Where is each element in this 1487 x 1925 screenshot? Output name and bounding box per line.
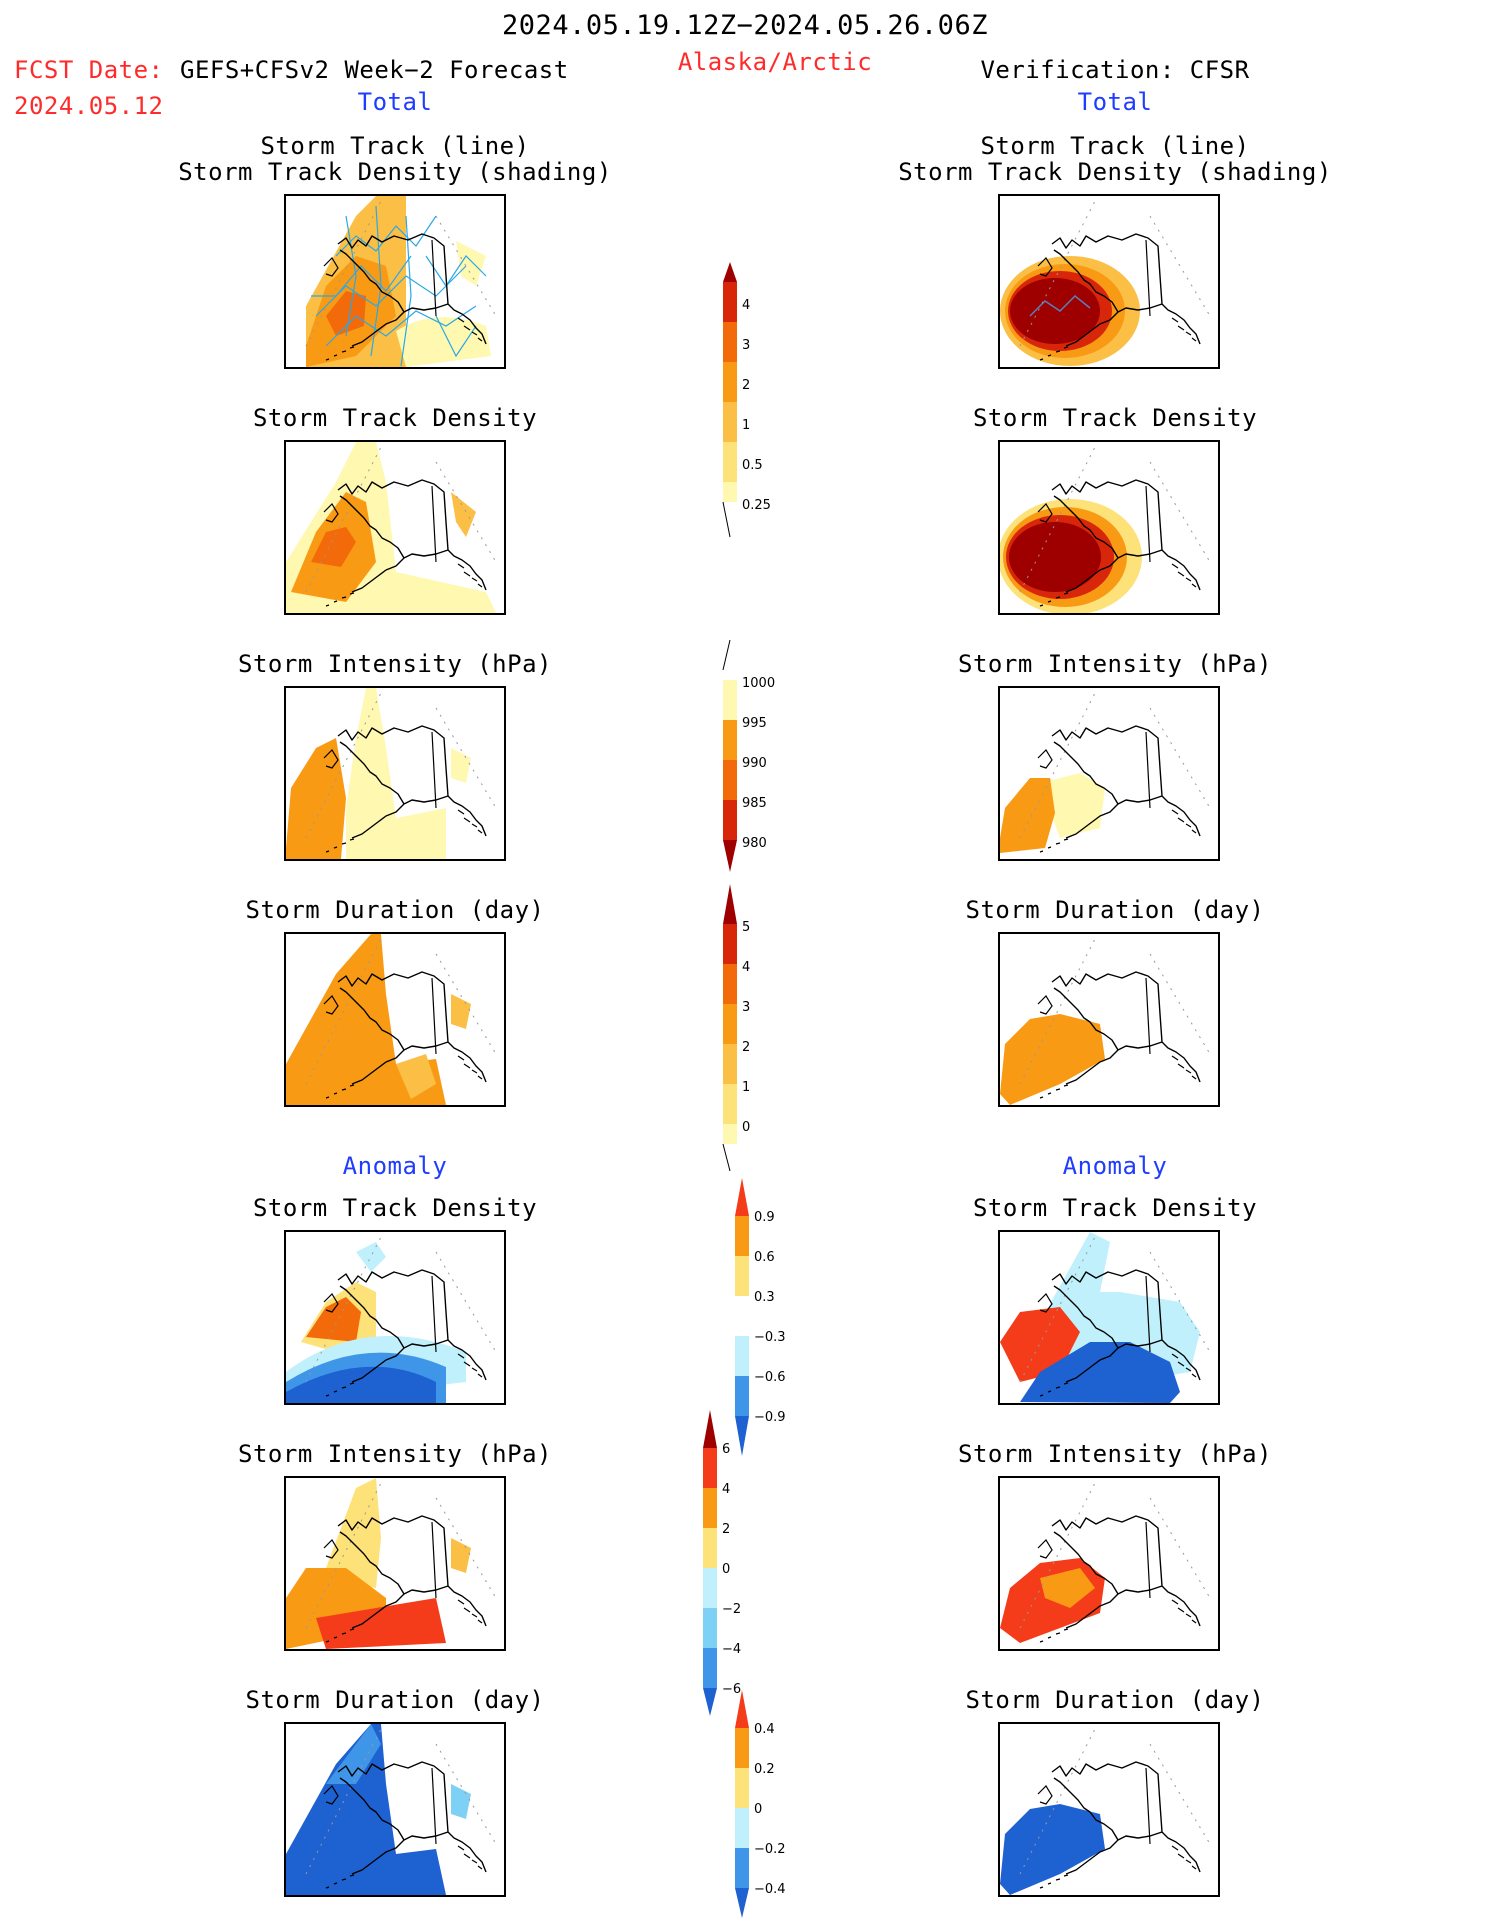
map-anom-density-verification [998, 1230, 1220, 1405]
title-duration-right: Storm Duration (day) [965, 896, 1265, 924]
cbar-label: 990 [742, 756, 767, 771]
map-track-line-forecast [284, 194, 506, 369]
cbar-label: 5 [742, 920, 750, 935]
title-intensity-left: Storm Intensity (hPa) [238, 650, 552, 678]
cbar-label: 3 [742, 1000, 750, 1015]
colorbar-duration-total: 5 4 3 2 1 0 [722, 884, 750, 1172]
cbar-label: 4 [742, 298, 750, 313]
cbar-label: 985 [742, 796, 767, 811]
cbar-label: 0.25 [742, 498, 771, 513]
section-anomaly-right: Anomaly [1062, 1152, 1168, 1180]
cbar-label: 0.2 [754, 1762, 775, 1777]
cbar-label: −4 [722, 1642, 741, 1657]
date-range-title: 2024.05.19.12Z−2024.05.26.06Z [502, 10, 988, 41]
cbar-label: −0.2 [754, 1842, 786, 1857]
map-anom-duration-forecast [284, 1722, 506, 1897]
fcst-label: FCST Date: [14, 56, 164, 84]
cbar-label: −0.6 [754, 1370, 786, 1385]
cbar-label: 2 [742, 1040, 750, 1055]
cbar-label: 0.6 [754, 1250, 775, 1265]
colorbar-density-anomaly: 0.9 0.6 0.3 −0.3 −0.6 −0.9 [735, 1178, 786, 1456]
map-intensity-verification [998, 686, 1220, 861]
cbar-label: 0 [742, 1120, 750, 1135]
cbar-label: 0.4 [754, 1722, 775, 1737]
section-anomaly-left: Anomaly [342, 1152, 448, 1180]
colorbar-intensity-total: 1000 995 990 985 980 [722, 640, 775, 872]
map-density-forecast [284, 440, 506, 615]
title-duration-left: Storm Duration (day) [245, 896, 545, 924]
map-anom-duration-verification [998, 1722, 1220, 1897]
title-anom-density-right: Storm Track Density [972, 1194, 1258, 1222]
map-anom-density-forecast [284, 1230, 506, 1405]
region-title: Alaska/Arctic [677, 48, 873, 76]
title-anom-intensity-left: Storm Intensity (hPa) [238, 1440, 552, 1468]
cbar-label: 0.9 [754, 1210, 775, 1225]
cbar-label: −0.9 [754, 1410, 786, 1425]
fcst-date: 2024.05.12 [14, 92, 164, 120]
map-density-verification [998, 440, 1220, 615]
map-anom-intensity-forecast [284, 1476, 506, 1651]
section-total-left: Total [357, 88, 433, 116]
title-intensity-right: Storm Intensity (hPa) [958, 650, 1272, 678]
cbar-label: 1 [742, 1080, 750, 1095]
cbar-label: 2 [742, 378, 750, 393]
title-density-right: Storm Track Density [972, 404, 1258, 432]
map-track-line-verification [998, 194, 1220, 369]
cbar-label: 1000 [742, 676, 775, 691]
cbar-label: 0.3 [754, 1290, 775, 1305]
map-intensity-forecast [284, 686, 506, 861]
title-track-shading-right: Storm Track Density (shading) [898, 158, 1332, 186]
cbar-label: 0 [722, 1562, 730, 1577]
title-anom-intensity-right: Storm Intensity (hPa) [958, 1440, 1272, 1468]
cbar-label: 980 [742, 836, 767, 851]
cbar-label: 4 [742, 960, 750, 975]
title-anom-duration-left: Storm Duration (day) [245, 1686, 545, 1714]
title-track-line-right: Storm Track (line) [980, 132, 1250, 160]
title-track-shading-left: Storm Track Density (shading) [178, 158, 612, 186]
map-duration-verification [998, 932, 1220, 1107]
colorbar-duration-anomaly: 0.4 0.2 0 −0.2 −0.4 [735, 1690, 786, 1918]
cbar-label: 6 [722, 1442, 730, 1457]
cbar-label: 0.5 [742, 458, 763, 473]
map-duration-forecast [284, 932, 506, 1107]
cbar-label: −0.4 [754, 1882, 786, 1897]
cbar-label: −0.3 [754, 1330, 786, 1345]
title-track-line-left: Storm Track (line) [260, 132, 530, 160]
title-anom-duration-right: Storm Duration (day) [965, 1686, 1265, 1714]
cbar-label: 4 [722, 1482, 730, 1497]
cbar-label: 0 [754, 1802, 762, 1817]
colorbar-density-total: 4 3 2 1 0.5 0.25 [722, 262, 771, 538]
cbar-label: 995 [742, 716, 767, 731]
cbar-label: −6 [722, 1682, 741, 1697]
verification-label: Verification: CFSR [980, 56, 1250, 84]
fcst-model: GEFS+CFSv2 Week−2 Forecast [180, 56, 569, 84]
section-total-right: Total [1077, 88, 1153, 116]
cbar-label: −2 [722, 1602, 741, 1617]
map-anom-intensity-verification [998, 1476, 1220, 1651]
title-anom-density-left: Storm Track Density [252, 1194, 538, 1222]
colorbar-intensity-anomaly: 6 4 2 0 −2 −4 −6 [703, 1410, 741, 1716]
title-density-left: Storm Track Density [252, 404, 538, 432]
cbar-label: 1 [742, 418, 750, 433]
cbar-label: 2 [722, 1522, 730, 1537]
cbar-label: 3 [742, 338, 750, 353]
